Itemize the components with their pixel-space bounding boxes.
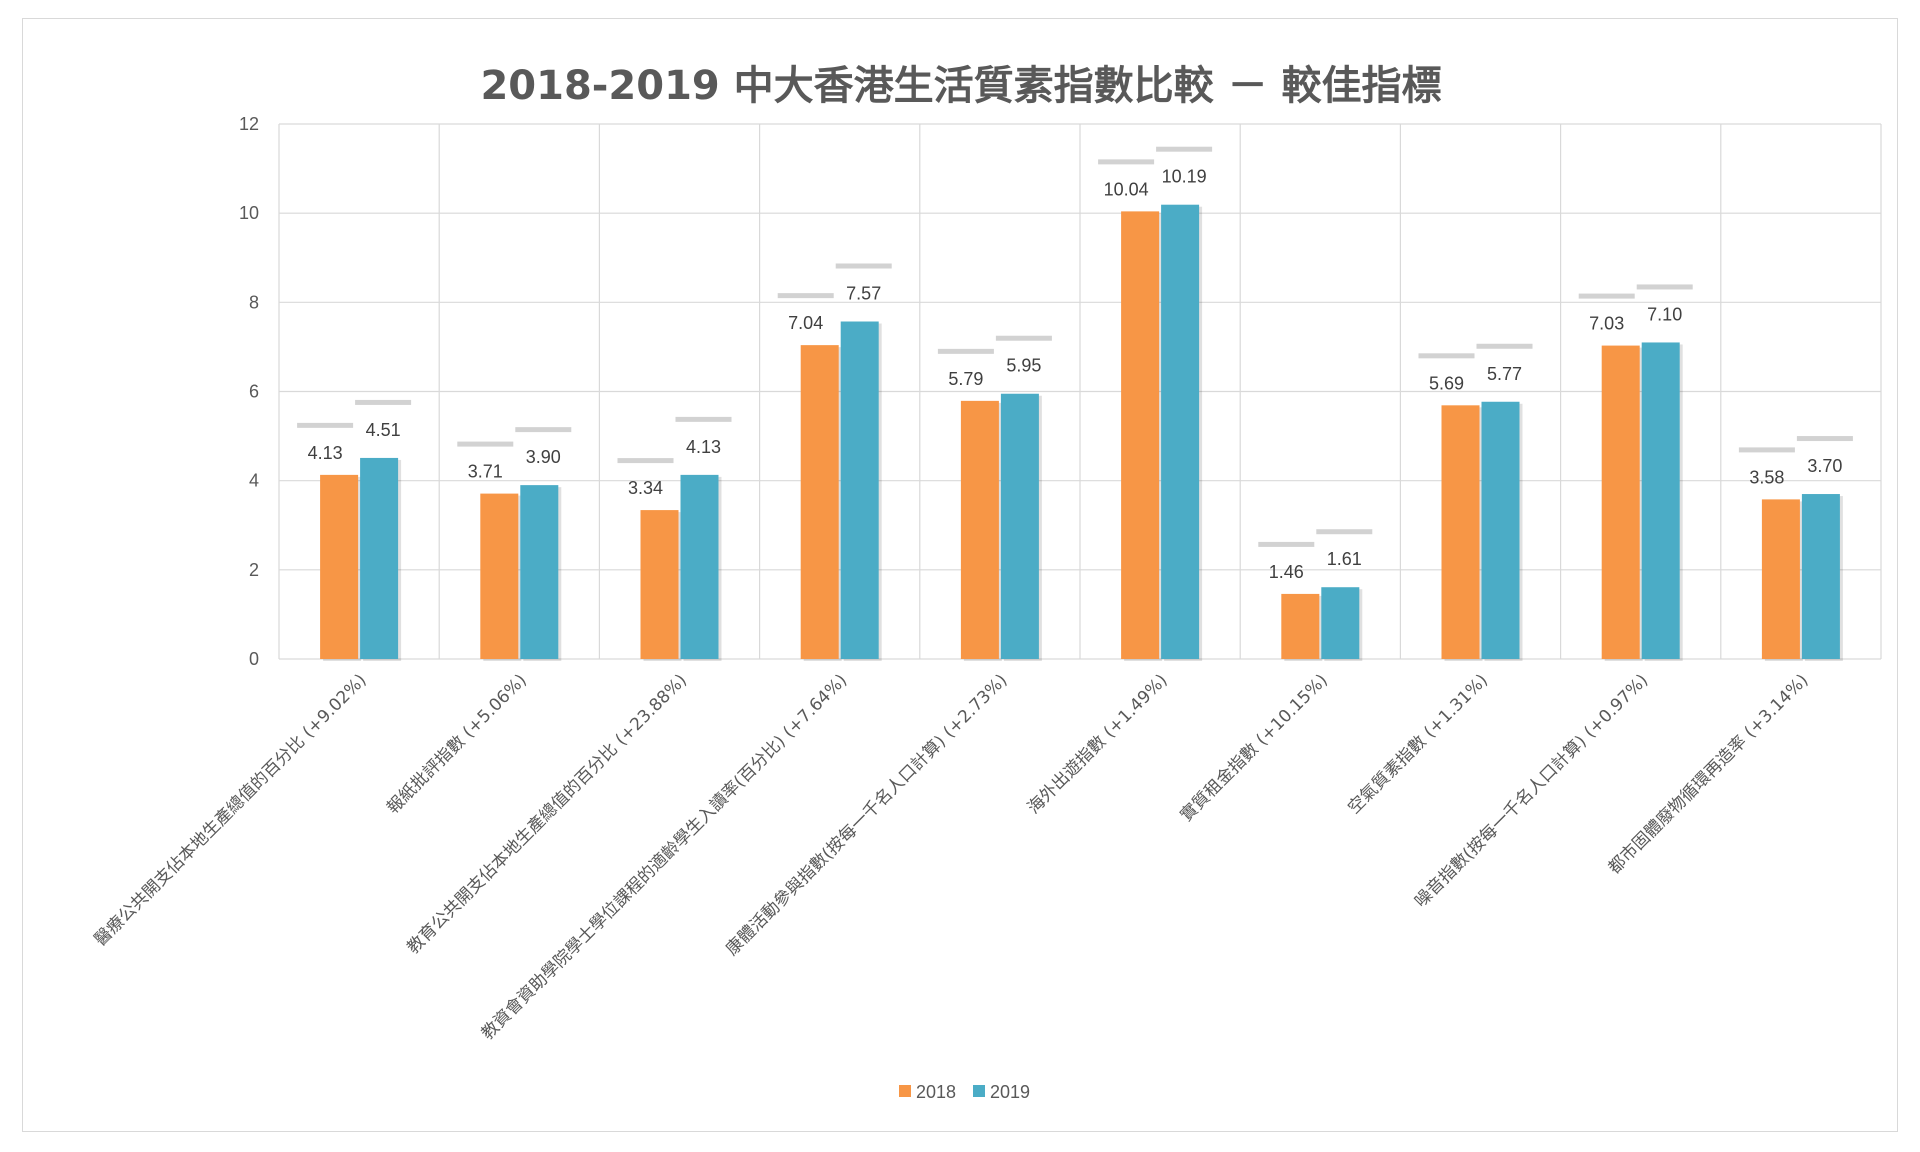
x-category-label: 海外出遊指數 (+1.49%) (1024, 670, 1172, 818)
bar-2018 (1441, 405, 1480, 659)
data-label-tab (835, 263, 892, 269)
x-category-label: 康體活動參與指數(按每一千名人口計算) (+2.73%) (722, 670, 1011, 959)
bar-2018 (1281, 593, 1320, 659)
x-axis-category-labels: 醫療公共開支佔本地生產總值的百分比 (+9.02%) 報紙批評指數 (+5.06%… (91, 670, 1813, 1043)
data-label-2018: 4.13 (308, 443, 343, 463)
bar-2019 (1801, 494, 1840, 659)
legend-label-2019: 2019 (990, 1082, 1030, 1102)
y-tick-label: 2 (249, 560, 259, 580)
bar-2018 (480, 493, 519, 659)
chart-title: 2018-2019 中大香港生活質素指數比較 － 較佳指標 (480, 63, 1441, 109)
bar-2018 (1601, 345, 1640, 659)
y-tick-label: 0 (249, 649, 259, 669)
data-label-tab (1156, 146, 1213, 152)
data-label-tab (617, 458, 674, 464)
data-label-tab (515, 427, 572, 433)
bar-2018 (960, 400, 999, 659)
gridlines (278, 123, 1882, 660)
data-label-tab (457, 441, 514, 447)
legend-swatch-2019 (973, 1085, 985, 1097)
y-tick-label: 6 (249, 382, 259, 402)
x-category-label: 醫療公共開支佔本地生產總值的百分比 (+9.02%) (91, 670, 371, 950)
x-category-label: 教育公共開支佔本地生產總值的百分比 (+23.88%) (403, 670, 691, 958)
data-label-tab (1476, 343, 1533, 349)
y-tick-label: 10 (239, 203, 259, 223)
data-label-2018: 7.04 (788, 313, 823, 333)
bar-2018 (800, 345, 839, 659)
bars (320, 204, 1843, 661)
y-axis-ticks: 0 2 4 6 8 10 12 (239, 114, 259, 669)
bar-2019 (680, 474, 719, 659)
data-label-tab (1418, 353, 1475, 359)
data-label-2019: 5.95 (1006, 356, 1041, 376)
data-label-2019: 3.90 (526, 447, 561, 467)
x-category-label: 空氣質素指數 (+1.31%) (1344, 670, 1492, 818)
data-label-2018: 3.58 (1749, 467, 1784, 487)
data-label-tab (297, 422, 354, 428)
bar-2019 (1481, 401, 1520, 659)
bar-chart: 2018-2019 中大香港生活質素指數比較 － 較佳指標 024681012 … (91, 63, 1882, 1102)
bar-2019 (1000, 393, 1039, 659)
data-label-2019: 7.10 (1647, 304, 1682, 324)
data-label-tab (1636, 284, 1693, 290)
data-label-2019: 4.51 (366, 420, 401, 440)
data-label-tab (355, 399, 412, 405)
data-label-tab (777, 293, 834, 299)
data-labels: 4.13 3.71 3.34 7.04 5.79 10.04 1.46 5.69 7.03 3.5… (297, 146, 1853, 582)
x-category-label: 報紙批評指數 (+5.06%) (383, 670, 531, 818)
chart-frame: 2018-2019 中大香港生活質素指數比較 － 較佳指標 0 2 4 6 8 10 12 … (22, 18, 1898, 1132)
y-tick-label: 12 (239, 114, 259, 134)
data-label-tab (995, 335, 1052, 341)
data-label-tab (937, 348, 994, 354)
bar-2019 (840, 321, 879, 659)
legend-label-2018: 2018 (916, 1082, 956, 1102)
bar-2019 (1161, 204, 1200, 659)
data-label-tab (1796, 436, 1853, 442)
bar-2019 (520, 485, 559, 659)
data-label-2019: 1.61 (1327, 549, 1362, 569)
x-category-label: 教資會資助學院學士學位課程的適齡學生入讀率(百分比) (+7.64%) (478, 670, 851, 1043)
data-label-tab (1258, 541, 1315, 547)
x-category-label: 實質租金指數 (+10.15%) (1176, 670, 1331, 825)
data-label-2018: 5.79 (948, 369, 983, 389)
bar-2019 (360, 457, 399, 659)
y-tick-label: 8 (249, 292, 259, 312)
legend-swatch-2018 (899, 1085, 911, 1097)
bar-2019 (1641, 342, 1680, 659)
bar-2018 (1121, 211, 1160, 659)
x-category-label: 都市固體廢物循環再造率 (+3.14%) (1605, 670, 1813, 878)
data-label-2019: 3.70 (1807, 456, 1842, 476)
data-label-tab (1578, 293, 1635, 299)
data-label-2019: 4.13 (686, 437, 721, 457)
bar-2018 (640, 510, 679, 659)
data-label-2018: 10.04 (1104, 179, 1149, 199)
data-label-tab (1316, 529, 1373, 535)
data-label-2018: 3.71 (468, 462, 503, 482)
bar-2018 (1761, 499, 1800, 659)
data-label-tab (1098, 159, 1155, 165)
data-label-2018: 1.46 (1269, 562, 1304, 582)
data-label-2018: 5.69 (1429, 373, 1464, 393)
legend: 2018 2019 (899, 1082, 1030, 1102)
data-label-tab (1738, 447, 1795, 453)
data-label-2019: 5.77 (1487, 364, 1522, 384)
data-label-2019: 7.57 (846, 284, 881, 304)
data-label-2018: 3.34 (628, 478, 663, 498)
y-tick-label: 4 (249, 471, 259, 491)
bar-2019 (1321, 587, 1360, 659)
bar-2018 (320, 474, 359, 659)
data-label-2018: 7.03 (1589, 314, 1624, 334)
data-label-tab (675, 416, 732, 422)
data-label-2019: 10.19 (1162, 167, 1207, 187)
